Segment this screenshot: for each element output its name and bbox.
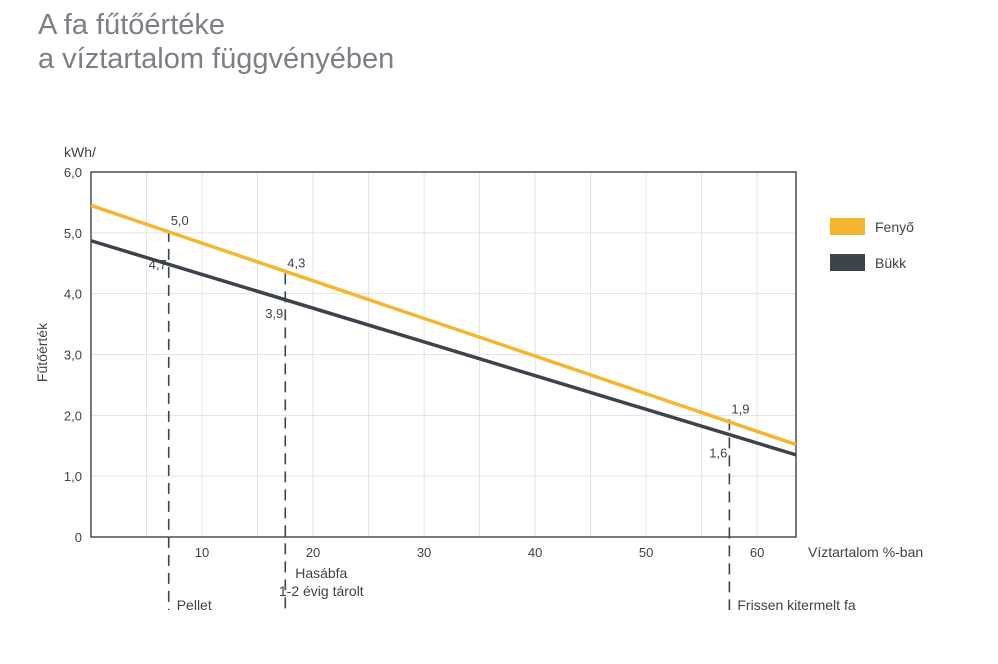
legend-swatch xyxy=(830,254,865,271)
legend-label: Fenyő xyxy=(875,219,914,235)
x-tick-label: 10 xyxy=(195,545,209,560)
data-label: 3,9 xyxy=(265,306,283,321)
y-unit-label: kWh/ xyxy=(64,144,96,160)
annotation-label: Pellet xyxy=(177,597,212,613)
y-tick-label: 3,0 xyxy=(64,348,82,363)
y-tick-label: 0 xyxy=(75,530,82,545)
y-axis-label: Fűtőérték xyxy=(34,322,50,382)
annotation-label: Hasábfa xyxy=(295,565,347,581)
chart-title-line2: a víztartalom függvényében xyxy=(38,43,395,75)
legend-label: Bükk xyxy=(875,255,907,271)
series-line-Bükk xyxy=(90,239,797,457)
x-tick-label: 50 xyxy=(639,545,653,560)
legend-swatch xyxy=(830,218,865,235)
y-tick-label: 2,0 xyxy=(64,408,82,423)
y-tick-label: 1,0 xyxy=(64,469,82,484)
x-tick-label: 30 xyxy=(417,545,431,560)
annotation-label: Frissen kitermelt fa xyxy=(737,597,855,613)
data-label: 5,0 xyxy=(171,213,189,228)
y-tick-label: 5,0 xyxy=(64,226,82,241)
series-line-Fenyő xyxy=(90,203,797,447)
x-tick-label: 40 xyxy=(528,545,542,560)
x-tick-label: 60 xyxy=(750,545,764,560)
plot-frame xyxy=(90,171,797,538)
y-tick-label: 4,0 xyxy=(64,287,82,302)
x-axis-label: Víztartalom %-ban xyxy=(808,544,923,560)
data-label: 1,9 xyxy=(731,401,749,416)
chart-title-line1: A fa fűtőértéke xyxy=(38,9,226,41)
annotation-label: 1-2 évig tárolt xyxy=(279,583,364,599)
data-label: 4,3 xyxy=(287,255,305,270)
y-tick-label: 6,0 xyxy=(64,165,82,180)
x-tick-label: 20 xyxy=(306,545,320,560)
data-label: 1,6 xyxy=(709,446,727,461)
chart-title: A fa fűtőértéke a víztartalom függvényéb… xyxy=(38,8,394,76)
